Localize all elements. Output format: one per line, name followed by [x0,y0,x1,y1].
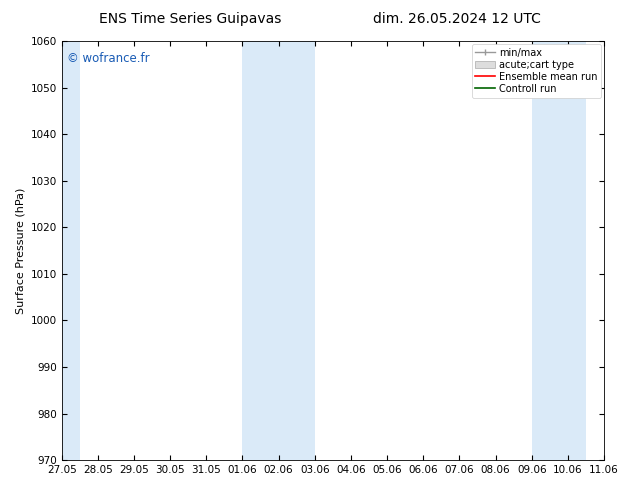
Bar [242,41,315,460]
Legend: min/max, acute;cart type, Ensemble mean run, Controll run: min/max, acute;cart type, Ensemble mean … [472,44,601,98]
Text: © wofrance.fr: © wofrance.fr [67,51,150,65]
Y-axis label: Surface Pressure (hPa): Surface Pressure (hPa) [15,187,25,314]
Bar [61,41,80,460]
Bar [532,41,586,460]
Text: ENS Time Series Guipavas: ENS Time Series Guipavas [99,12,281,26]
Text: dim. 26.05.2024 12 UTC: dim. 26.05.2024 12 UTC [373,12,540,26]
